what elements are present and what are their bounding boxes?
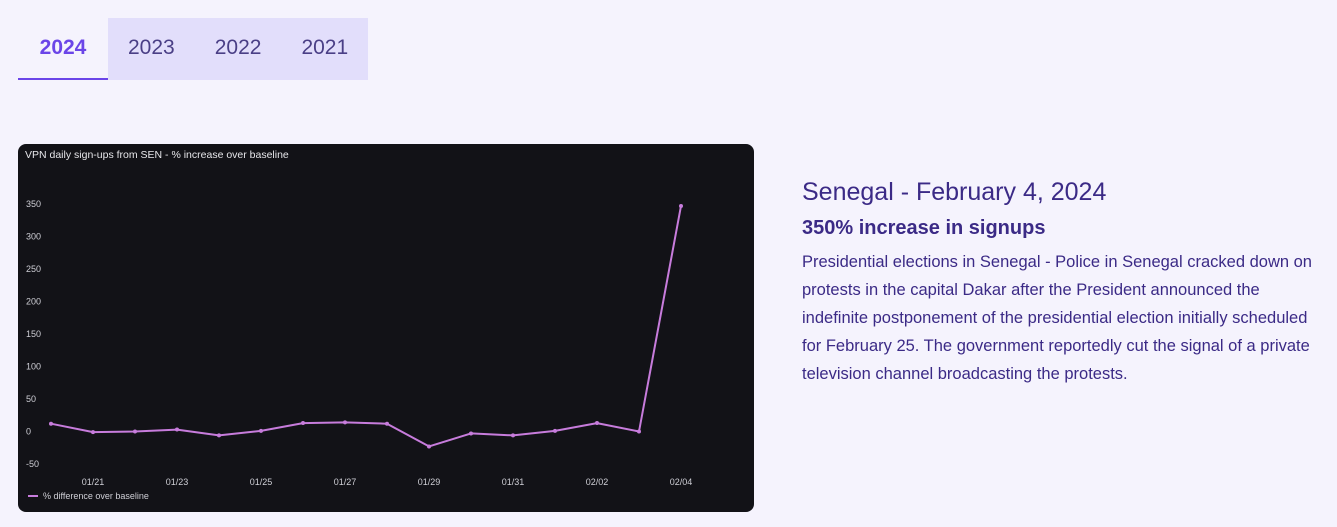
data-point[interactable] [679, 203, 683, 208]
chart-title: VPN daily sign-ups from SEN - % increase… [25, 149, 289, 161]
data-point[interactable] [469, 431, 473, 436]
data-point[interactable] [49, 421, 53, 426]
y-tick-label: 200 [26, 297, 41, 307]
event-info: Senegal - February 4, 2024 350% increase… [802, 178, 1322, 388]
x-tick-label: 01/23 [166, 477, 189, 487]
event-heading: Senegal - February 4, 2024 [802, 178, 1107, 206]
event-description: Presidential elections in Senegal - Poli… [802, 253, 1312, 383]
series-line [50, 205, 682, 448]
data-point[interactable] [595, 421, 599, 426]
x-tick-label: 01/21 [82, 477, 105, 487]
legend-swatch [28, 495, 38, 497]
data-point[interactable] [343, 420, 347, 425]
y-tick-label: 100 [26, 362, 41, 372]
data-point[interactable] [259, 428, 263, 433]
year-tabs: 2024 2023 2022 2021 [18, 18, 369, 80]
x-tick-label: 01/31 [502, 477, 525, 487]
x-tick-label: 02/02 [586, 477, 609, 487]
y-tick-label: 250 [26, 264, 41, 274]
data-point[interactable] [385, 421, 389, 426]
legend-label: % difference over baseline [43, 491, 149, 501]
data-point[interactable] [301, 421, 305, 426]
chart-legend: % difference over baseline [28, 491, 149, 501]
tab-2024[interactable]: 2024 [18, 18, 108, 80]
data-point[interactable] [175, 427, 179, 432]
tab-2022[interactable]: 2022 [194, 18, 282, 80]
data-point[interactable] [511, 433, 515, 438]
x-tick-label: 01/27 [334, 477, 357, 487]
data-point[interactable] [553, 428, 557, 433]
data-point[interactable] [133, 429, 137, 434]
chart-canvas: 350 300 250 200 150 100 50 0 -50 01/21 01/23 01/25 0… [26, 199, 693, 487]
y-tick-label: -50 [26, 459, 39, 469]
x-tick-label: 01/25 [250, 477, 273, 487]
y-tick-label: 300 [26, 232, 41, 242]
tab-2023[interactable]: 2023 [108, 18, 195, 80]
data-point[interactable] [91, 430, 95, 435]
tab-2021[interactable]: 2021 [281, 18, 369, 80]
event-subheading: 350% increase in signups [802, 217, 1046, 239]
y-tick-label: 0 [26, 427, 31, 437]
data-point[interactable] [637, 429, 641, 434]
data-point[interactable] [217, 433, 221, 438]
y-tick-label: 50 [26, 394, 36, 404]
y-tick-label: 150 [26, 329, 41, 339]
x-tick-label: 01/29 [418, 477, 441, 487]
vpn-signups-chart: 350 300 250 200 150 100 50 0 -50 01/21 01/23 01/25 0… [18, 144, 754, 512]
x-tick-label: 02/04 [670, 477, 693, 487]
data-point[interactable] [427, 444, 431, 449]
y-tick-label: 350 [26, 199, 41, 209]
